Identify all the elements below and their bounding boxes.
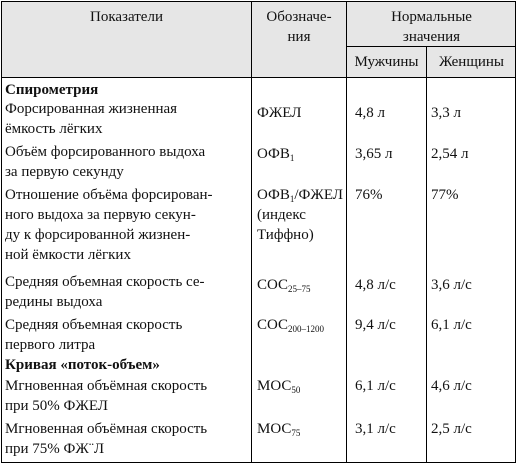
row-name-line: Мгновенная объёмная скорость (5, 421, 208, 437)
row-value-women: 77% (431, 187, 459, 203)
row-value-women: 3,3 л (431, 105, 461, 121)
row-value-men: 3,1 л/с (355, 421, 396, 437)
row-symbol: СОС200–1200 (257, 317, 325, 334)
row-name-line: Объём форсированного выдоха (5, 144, 206, 160)
column-divider-2 (346, 1, 347, 463)
row-value-men: 3,65 л (355, 146, 393, 162)
row-symbol-note: Тиффно) (257, 227, 314, 243)
row-value-women: 3,6 л/с (431, 277, 472, 293)
header-indicators: Показатели (90, 9, 163, 25)
row-name-line: ёмкость лёгких (5, 121, 103, 137)
row-symbol: СОС25–75 (257, 277, 311, 294)
row-name-line: редины выдоха (5, 294, 103, 310)
row-symbol: ОФВ1 (257, 146, 295, 163)
row-value-men: 6,1 л/с (355, 378, 396, 394)
row-symbol: ФЖЕЛ (257, 105, 302, 121)
row-value-women: 6,1 л/с (431, 317, 472, 333)
row-name-line: ного выдоха за первую секун- (5, 207, 196, 223)
row-name-line: ду к форсированной жизнен- (5, 227, 191, 243)
header-bottom-border (1, 77, 516, 78)
row-name-line: Средняя объемная скорость се- (5, 274, 205, 290)
row-symbol: ОФВ1/ФЖЕЛ (257, 187, 343, 204)
header-men: Мужчины (354, 54, 419, 70)
row-name-line: при 50% ФЖЕЛ (5, 398, 108, 414)
header-women: Женщины (438, 54, 505, 70)
section-title-flow-volume: Кривая «поток-объем» (5, 357, 160, 373)
row-symbol: МОС50 (257, 378, 301, 395)
header-symbol-line2: ния (287, 29, 311, 45)
header-subdivider (346, 46, 516, 47)
column-divider-3 (426, 46, 427, 463)
row-value-men: 4,8 л/с (355, 277, 396, 293)
column-divider-1 (251, 1, 252, 463)
header-normal-line2: значения (402, 29, 461, 45)
row-name-line: за первую секунду (5, 164, 124, 180)
row-name-line: Средняя объемная скорость (5, 317, 183, 333)
row-value-men: 9,4 л/с (355, 317, 396, 333)
header-symbol-line1: Обозначе- (266, 9, 332, 25)
table-header-background (1, 1, 516, 77)
row-value-women: 2,54 л (431, 146, 469, 162)
row-name-line: Отношение объёма форсирован- (5, 187, 213, 203)
row-value-women: 2,5 л/с (431, 421, 472, 437)
row-name-line: Мгновенная объёмная скорость (5, 378, 208, 394)
row-name-line: при 75% ФЖ¨Л (5, 441, 105, 457)
section-title-spirometry: Спирометрия (5, 82, 99, 98)
row-symbol: МОС75 (257, 421, 301, 438)
row-value-women: 4,6 л/с (431, 378, 472, 394)
row-name-line: первого литра (5, 337, 96, 353)
row-symbol-note: (индекс (257, 207, 306, 223)
row-value-men: 4,8 л (355, 105, 385, 121)
row-name-line: ной ёмкости лёгких (5, 247, 131, 263)
header-normal-line1: Нормальные (391, 9, 472, 25)
row-value-men: 76% (355, 187, 383, 203)
row-name-line: Форсированная жизненная (5, 101, 178, 117)
